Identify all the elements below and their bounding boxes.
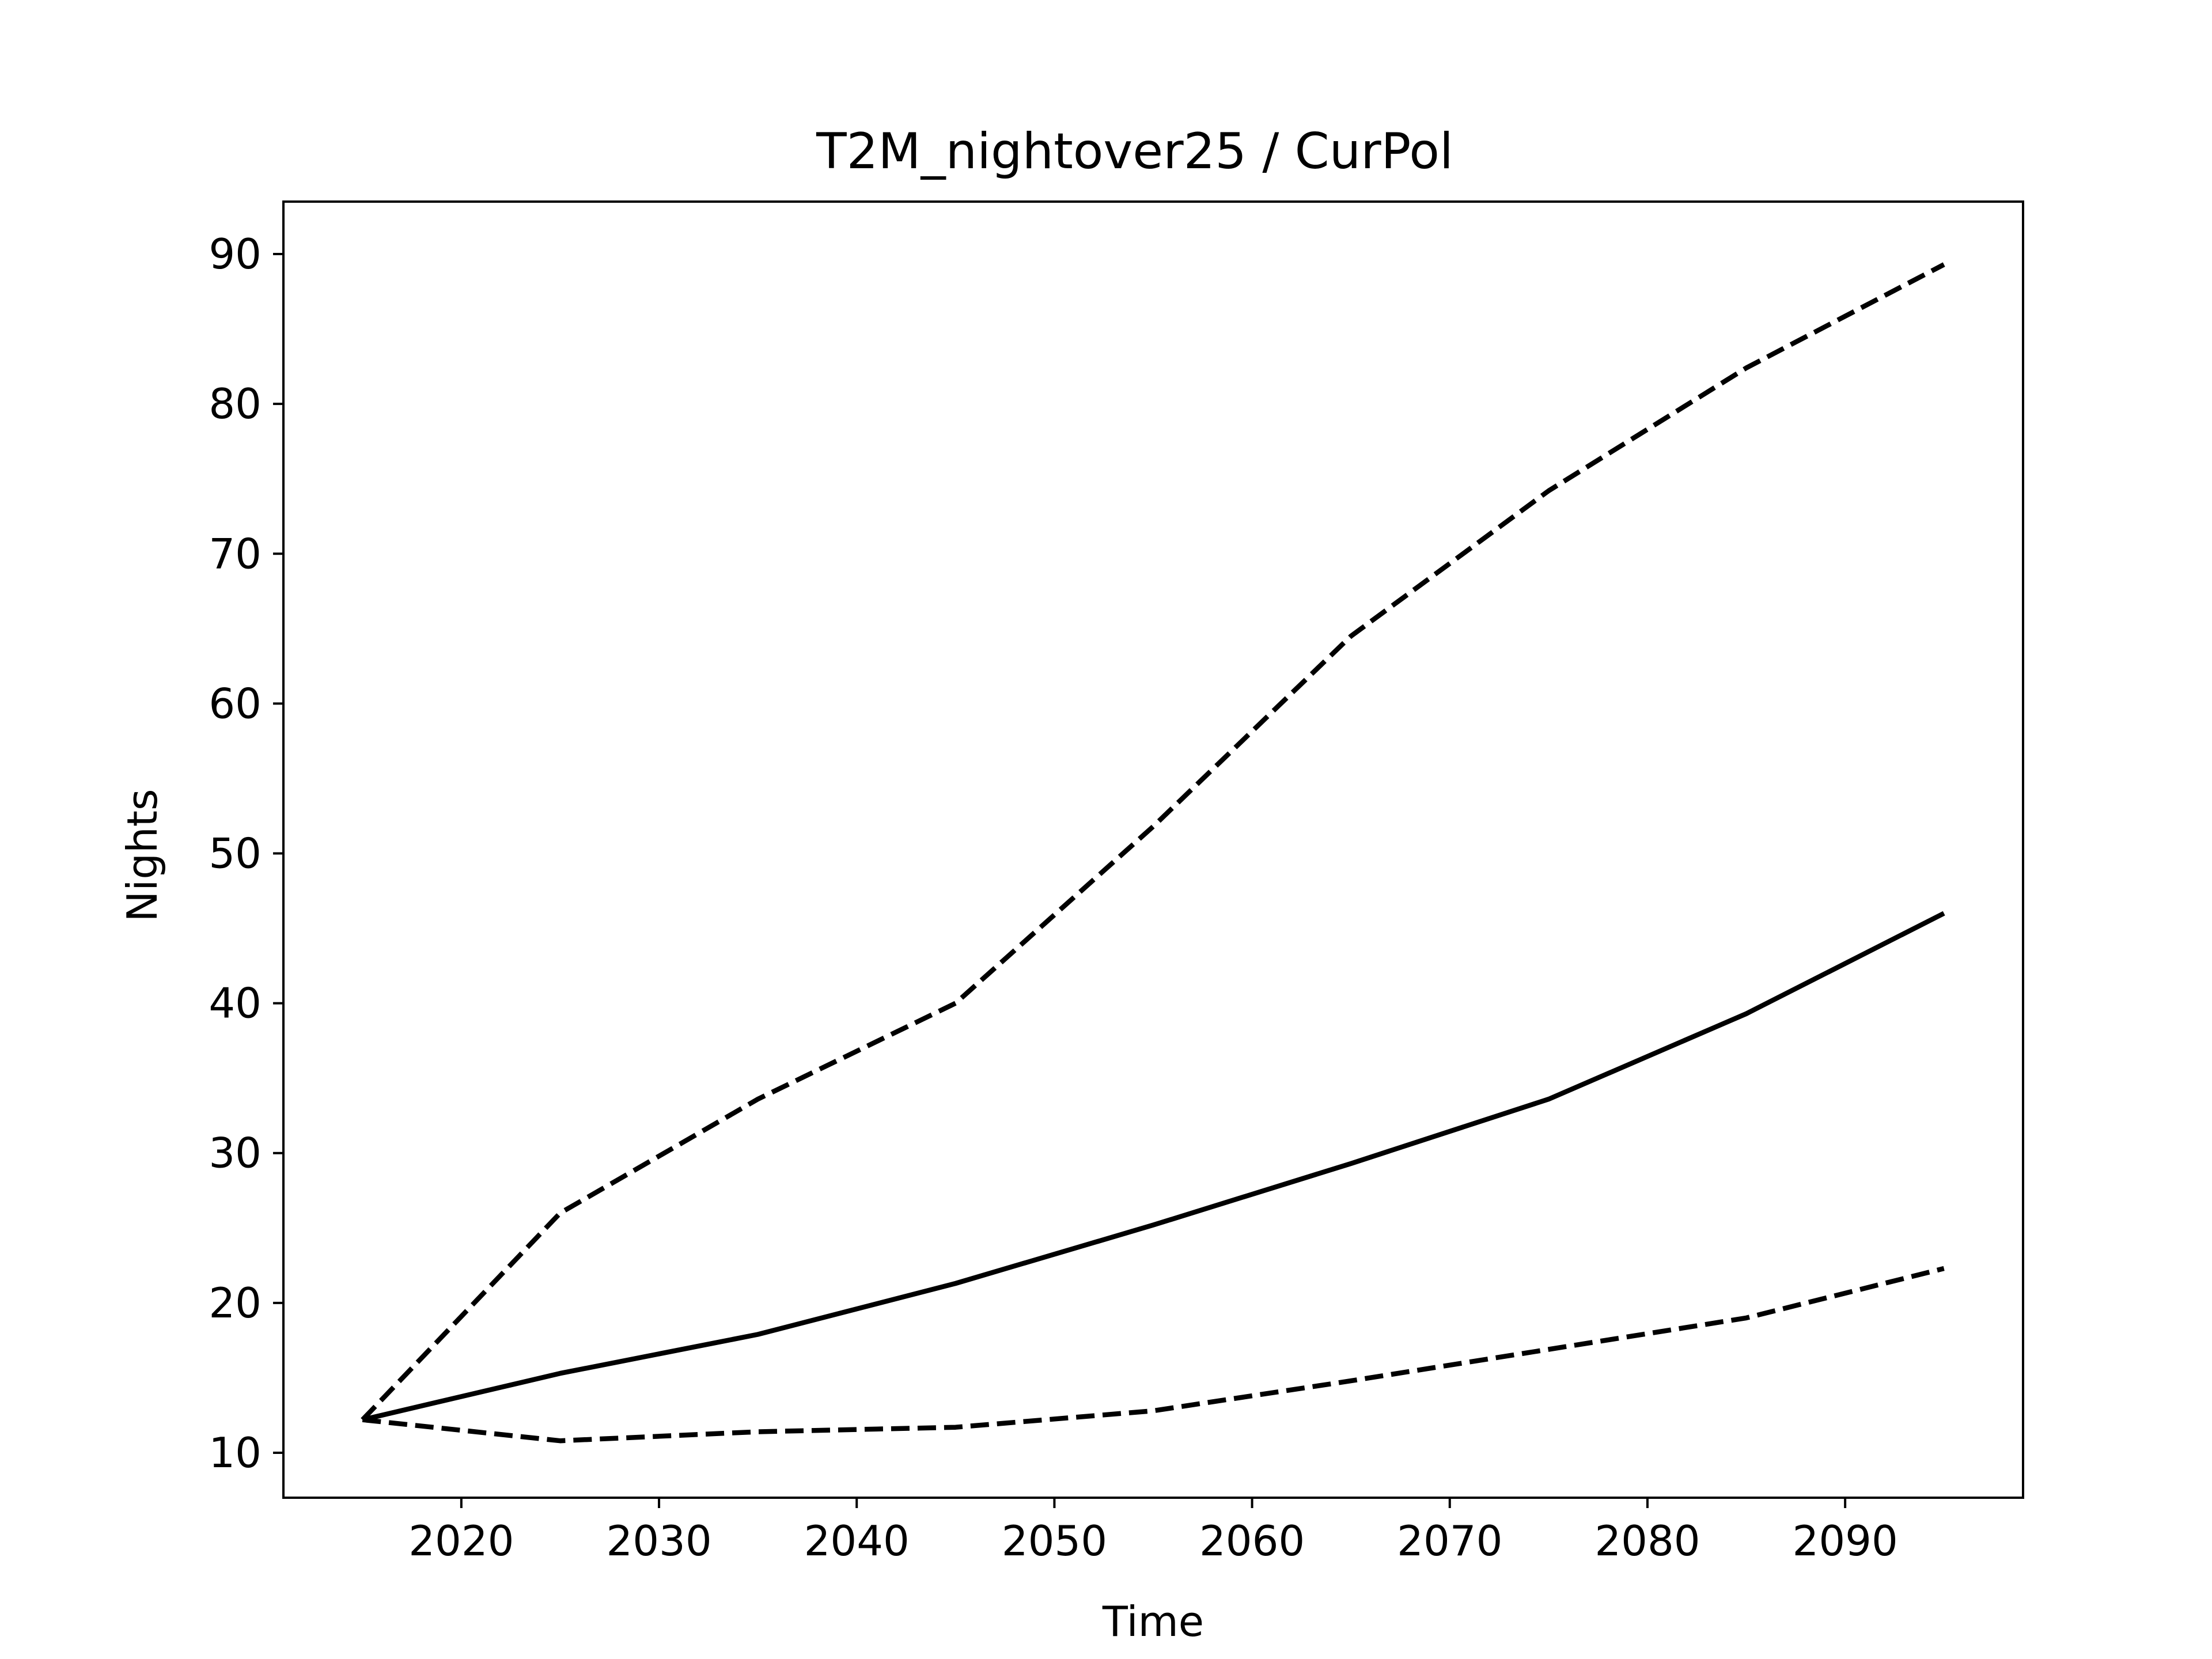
y-tick-label: 20: [209, 1279, 262, 1327]
x-tick-label: 2030: [606, 1517, 711, 1565]
y-tick-label: 10: [209, 1429, 262, 1477]
y-tick-label: 70: [209, 529, 262, 578]
y-tick-label: 30: [209, 1129, 262, 1177]
x-tick-label: 2080: [1594, 1517, 1700, 1565]
y-tick-label: 80: [209, 380, 262, 428]
series-line-2-dashed: [361, 262, 1945, 1422]
x-tick-label: 2040: [804, 1517, 910, 1565]
x-tick-label: 2090: [1793, 1517, 1898, 1565]
x-tick-label: 2070: [1397, 1517, 1502, 1565]
y-tick-label: 90: [209, 230, 262, 278]
series-line-3-dashed: [362, 1266, 1945, 1444]
y-axis-label: Nights: [118, 789, 166, 922]
x-axis: 2020 2030 2040 2050 2060 2070 2080 2090: [408, 1498, 1898, 1565]
x-tick-label: 2020: [408, 1517, 514, 1565]
x-tick-label: 2060: [1199, 1517, 1305, 1565]
series-layer: [361, 262, 1945, 1444]
y-tick-label: 50: [209, 830, 262, 878]
chart-title: T2M_nightover25 / CurPol: [816, 123, 1453, 180]
y-axis: 10 20 30 40 50 60 70 80 90: [209, 230, 283, 1477]
y-tick-label: 40: [209, 979, 262, 1028]
x-tick-label: 2050: [1002, 1517, 1107, 1565]
series-line-1-solid: [362, 911, 1945, 1422]
x-axis-label: Time: [1102, 1597, 1204, 1646]
plot-frame: [282, 200, 2024, 1499]
y-tick-label: 60: [209, 679, 262, 728]
